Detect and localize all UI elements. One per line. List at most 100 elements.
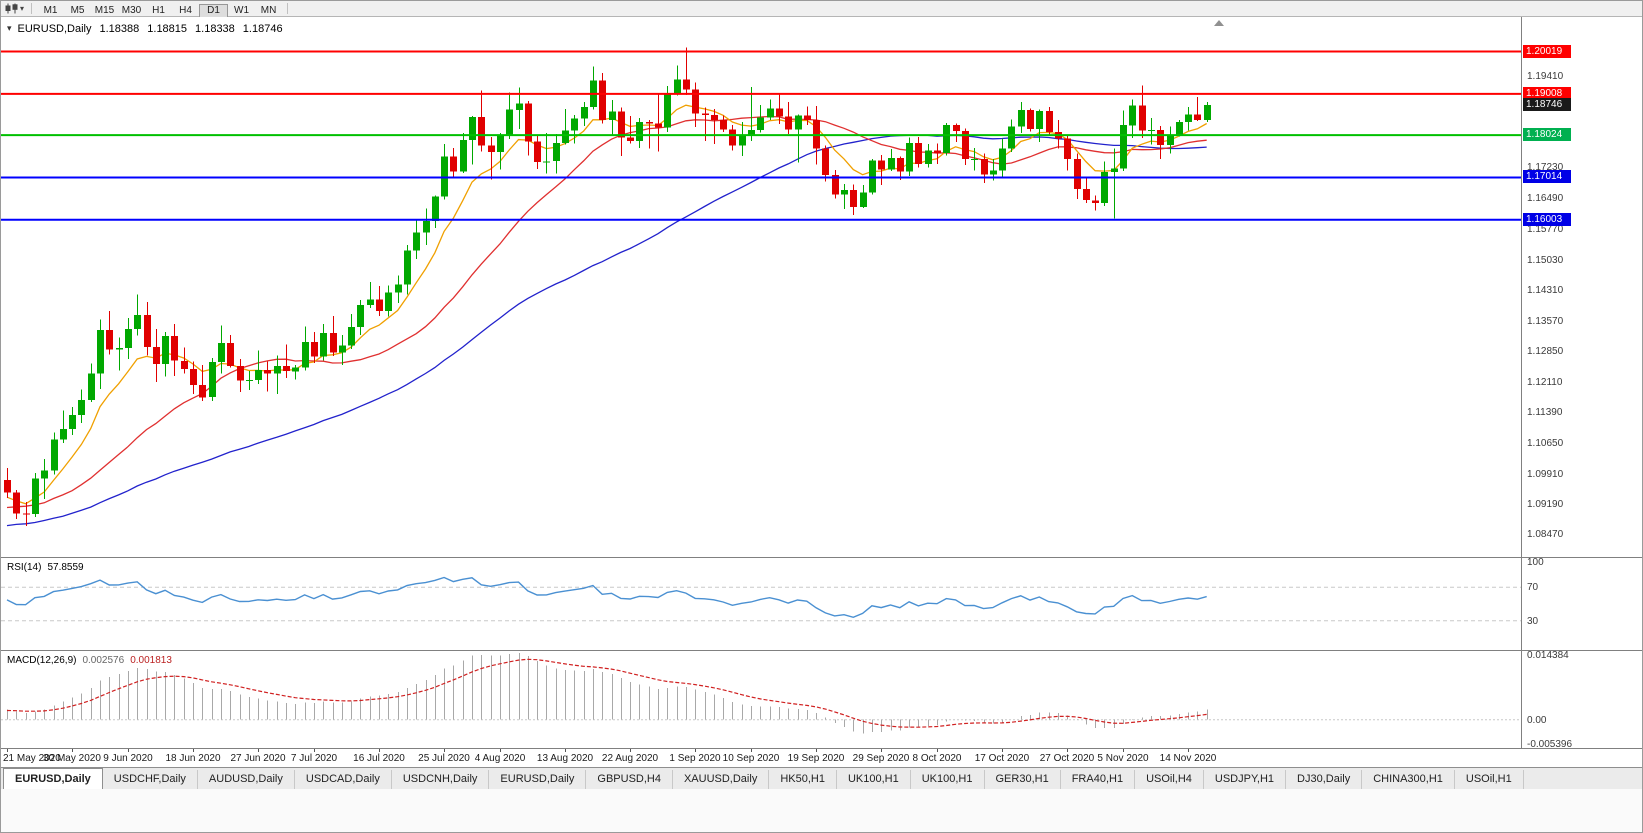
- macd-name: MACD(12,26,9): [7, 655, 77, 666]
- time-tick: [1123, 749, 1124, 752]
- candlesticks-group[interactable]: [4, 47, 1211, 526]
- chart-tab[interactable]: UK100,H1: [911, 770, 985, 789]
- timeframe-button-h1[interactable]: H1: [152, 4, 165, 16]
- time-tick: [128, 749, 129, 752]
- price-tick-label: 1.09190: [1527, 499, 1564, 510]
- time-tick: [751, 749, 752, 752]
- chart-type-icon[interactable]: [5, 3, 19, 14]
- chart-tab[interactable]: USOil,H4: [1135, 770, 1204, 789]
- chart-area[interactable]: ▾ EURUSD,Daily 1.18388 1.18815 1.18338 1…: [1, 17, 1643, 767]
- time-tick-label: 9 Jun 2020: [103, 753, 153, 764]
- time-tick-label: 22 Aug 2020: [601, 753, 659, 764]
- price-tick-label: 1.14310: [1527, 285, 1564, 296]
- chart-tab[interactable]: USDCHF,Daily: [103, 770, 198, 789]
- level-price-tag: 1.19008: [1523, 87, 1571, 100]
- toolbar-separator: [31, 3, 33, 14]
- time-tick-label: 16 Jul 2020: [353, 753, 405, 764]
- time-tick: [379, 749, 380, 752]
- chart-tab[interactable]: USOil,H1: [1455, 770, 1524, 789]
- time-tick-label: 5 Nov 2020: [1097, 753, 1149, 764]
- time-tick: [500, 749, 501, 752]
- timeframe-button-m5[interactable]: M5: [70, 4, 85, 16]
- time-axis[interactable]: 21 May 2020 30 May 2020 9 Jun 2020 18 Jun 2…: [1, 749, 1521, 767]
- macd-axis-label: -0.005396: [1527, 739, 1573, 750]
- timeframe-button-m15[interactable]: M15: [94, 4, 115, 16]
- price-axis[interactable]: 1.19410 1.17230 1.16490 1.15770 1.15030 1.143…: [1522, 17, 1642, 767]
- timeframe-button-m30[interactable]: M30: [121, 4, 142, 16]
- time-tick-label: 10 Sep 2020: [722, 753, 780, 764]
- time-tick-label: 1 Sep 2020: [669, 753, 721, 764]
- time-tick: [1067, 749, 1068, 752]
- time-tick: [7, 749, 8, 752]
- price-tick-label: 1.19410: [1527, 71, 1564, 82]
- price-tick-label: 1.11390: [1527, 407, 1563, 418]
- rsi-axis-label: 70: [1527, 582, 1539, 593]
- current-price-tag: 1.18746: [1523, 98, 1571, 111]
- time-tick: [881, 749, 882, 752]
- price-chart-canvas[interactable]: [1, 17, 1643, 767]
- level-price-tag: 1.17014: [1523, 170, 1571, 183]
- timeframe-button-h4[interactable]: H4: [179, 4, 192, 16]
- chart-shift-marker-icon[interactable]: [1214, 20, 1224, 26]
- chart-tab[interactable]: XAUUSD,Daily: [673, 770, 770, 789]
- timeframe-button-w1[interactable]: W1: [234, 4, 250, 16]
- time-tick: [258, 749, 259, 752]
- chart-tab[interactable]: AUDUSD,Daily: [198, 770, 295, 789]
- time-tick-label: 29 Sep 2020: [852, 753, 910, 764]
- chart-tab[interactable]: USDCNH,Daily: [392, 770, 490, 789]
- timeframe-button-mn[interactable]: MN: [260, 4, 277, 16]
- time-tick-label: 25 Jul 2020: [418, 753, 470, 764]
- chart-tab[interactable]: EURUSD,Daily: [489, 770, 587, 789]
- time-tick: [1002, 749, 1003, 752]
- level-price-tag: 1.16003: [1523, 213, 1571, 226]
- level-price-tag: 1.18024: [1523, 128, 1571, 141]
- timeframe-buttons: M1 M5 M15 M30 H1 H4 D1 W1 MN: [37, 1, 282, 18]
- time-tick: [630, 749, 631, 752]
- timeframe-button-d1[interactable]: D1: [199, 3, 229, 18]
- time-tick-label: 18 Jun 2020: [165, 753, 221, 764]
- rsi-axis-label: 100: [1527, 557, 1544, 568]
- chart-type-dropdown-caret[interactable]: ▾: [20, 3, 25, 13]
- time-tick: [72, 749, 73, 752]
- level-price-tag: 1.20019: [1523, 45, 1571, 58]
- time-tick-label: 13 Aug 2020: [536, 753, 594, 764]
- chart-info-line: ▾ EURUSD,Daily 1.18388 1.18815 1.18338 1…: [7, 23, 283, 35]
- time-tick-label: 7 Jul 2020: [290, 753, 338, 764]
- timeframe-button-m1[interactable]: M1: [43, 4, 58, 16]
- ohlc-open: 1.18388: [99, 23, 140, 35]
- chart-tab[interactable]: CHINA300,H1: [1362, 770, 1455, 789]
- time-tick: [193, 749, 194, 752]
- rsi-value: 57.8559: [47, 562, 84, 573]
- price-tick-label: 1.15770: [1527, 224, 1564, 235]
- chart-tab[interactable]: HK50,H1: [769, 770, 837, 789]
- price-tick-label: 1.09910: [1527, 469, 1564, 480]
- expand-arrow-icon[interactable]: ▾: [7, 23, 12, 33]
- chart-tab[interactable]: FRA40,H1: [1061, 770, 1136, 789]
- price-tick-label: 1.17230: [1527, 162, 1564, 173]
- rsi-name: RSI(14): [7, 562, 42, 573]
- chart-tab[interactable]: UK100,H1: [837, 770, 911, 789]
- chart-tab[interactable]: GER30,H1: [985, 770, 1061, 789]
- time-tick-label: 17 Oct 2020: [974, 753, 1030, 764]
- ohlc-low: 1.18338: [195, 23, 235, 35]
- time-tick: [1188, 749, 1189, 752]
- chart-tab[interactable]: GBPUSD,H4: [586, 770, 673, 789]
- symbol-timeframe-label: EURUSD,Daily: [17, 23, 92, 35]
- price-tick-label: 1.12850: [1527, 346, 1564, 357]
- time-tick: [816, 749, 817, 752]
- ohlc-high: 1.18815: [147, 23, 188, 35]
- time-tick-label: 19 Sep 2020: [787, 753, 845, 764]
- chart-tab[interactable]: USDCAD,Daily: [295, 770, 392, 789]
- ma-slow-line: [6, 134, 1207, 527]
- chart-toolbar: ▾ M1 M5 M15 M30 H1 H4 D1 W1 MN: [1, 1, 1642, 18]
- ma-fast-line: [6, 104, 1208, 505]
- chart-tab[interactable]: USDJPY,H1: [1204, 770, 1287, 789]
- time-tick: [695, 749, 696, 752]
- chart-tab[interactable]: EURUSD,Daily: [3, 768, 103, 789]
- macd-axis-label: 0.00: [1527, 715, 1547, 726]
- chart-tab[interactable]: DJ30,Daily: [1286, 770, 1363, 789]
- rsi-axis-label: 30: [1527, 616, 1539, 627]
- price-tick-label: 1.10650: [1527, 438, 1564, 449]
- time-tick: [565, 749, 566, 752]
